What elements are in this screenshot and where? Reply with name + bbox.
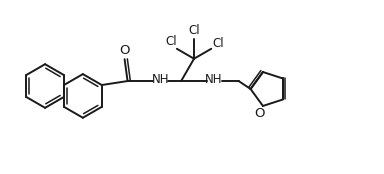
Text: O: O [119, 44, 130, 57]
Text: Cl: Cl [165, 35, 177, 48]
Text: NH: NH [152, 73, 169, 86]
Text: Cl: Cl [212, 37, 224, 50]
Text: NH: NH [205, 73, 223, 86]
Text: Cl: Cl [188, 24, 200, 37]
Text: O: O [255, 107, 265, 120]
